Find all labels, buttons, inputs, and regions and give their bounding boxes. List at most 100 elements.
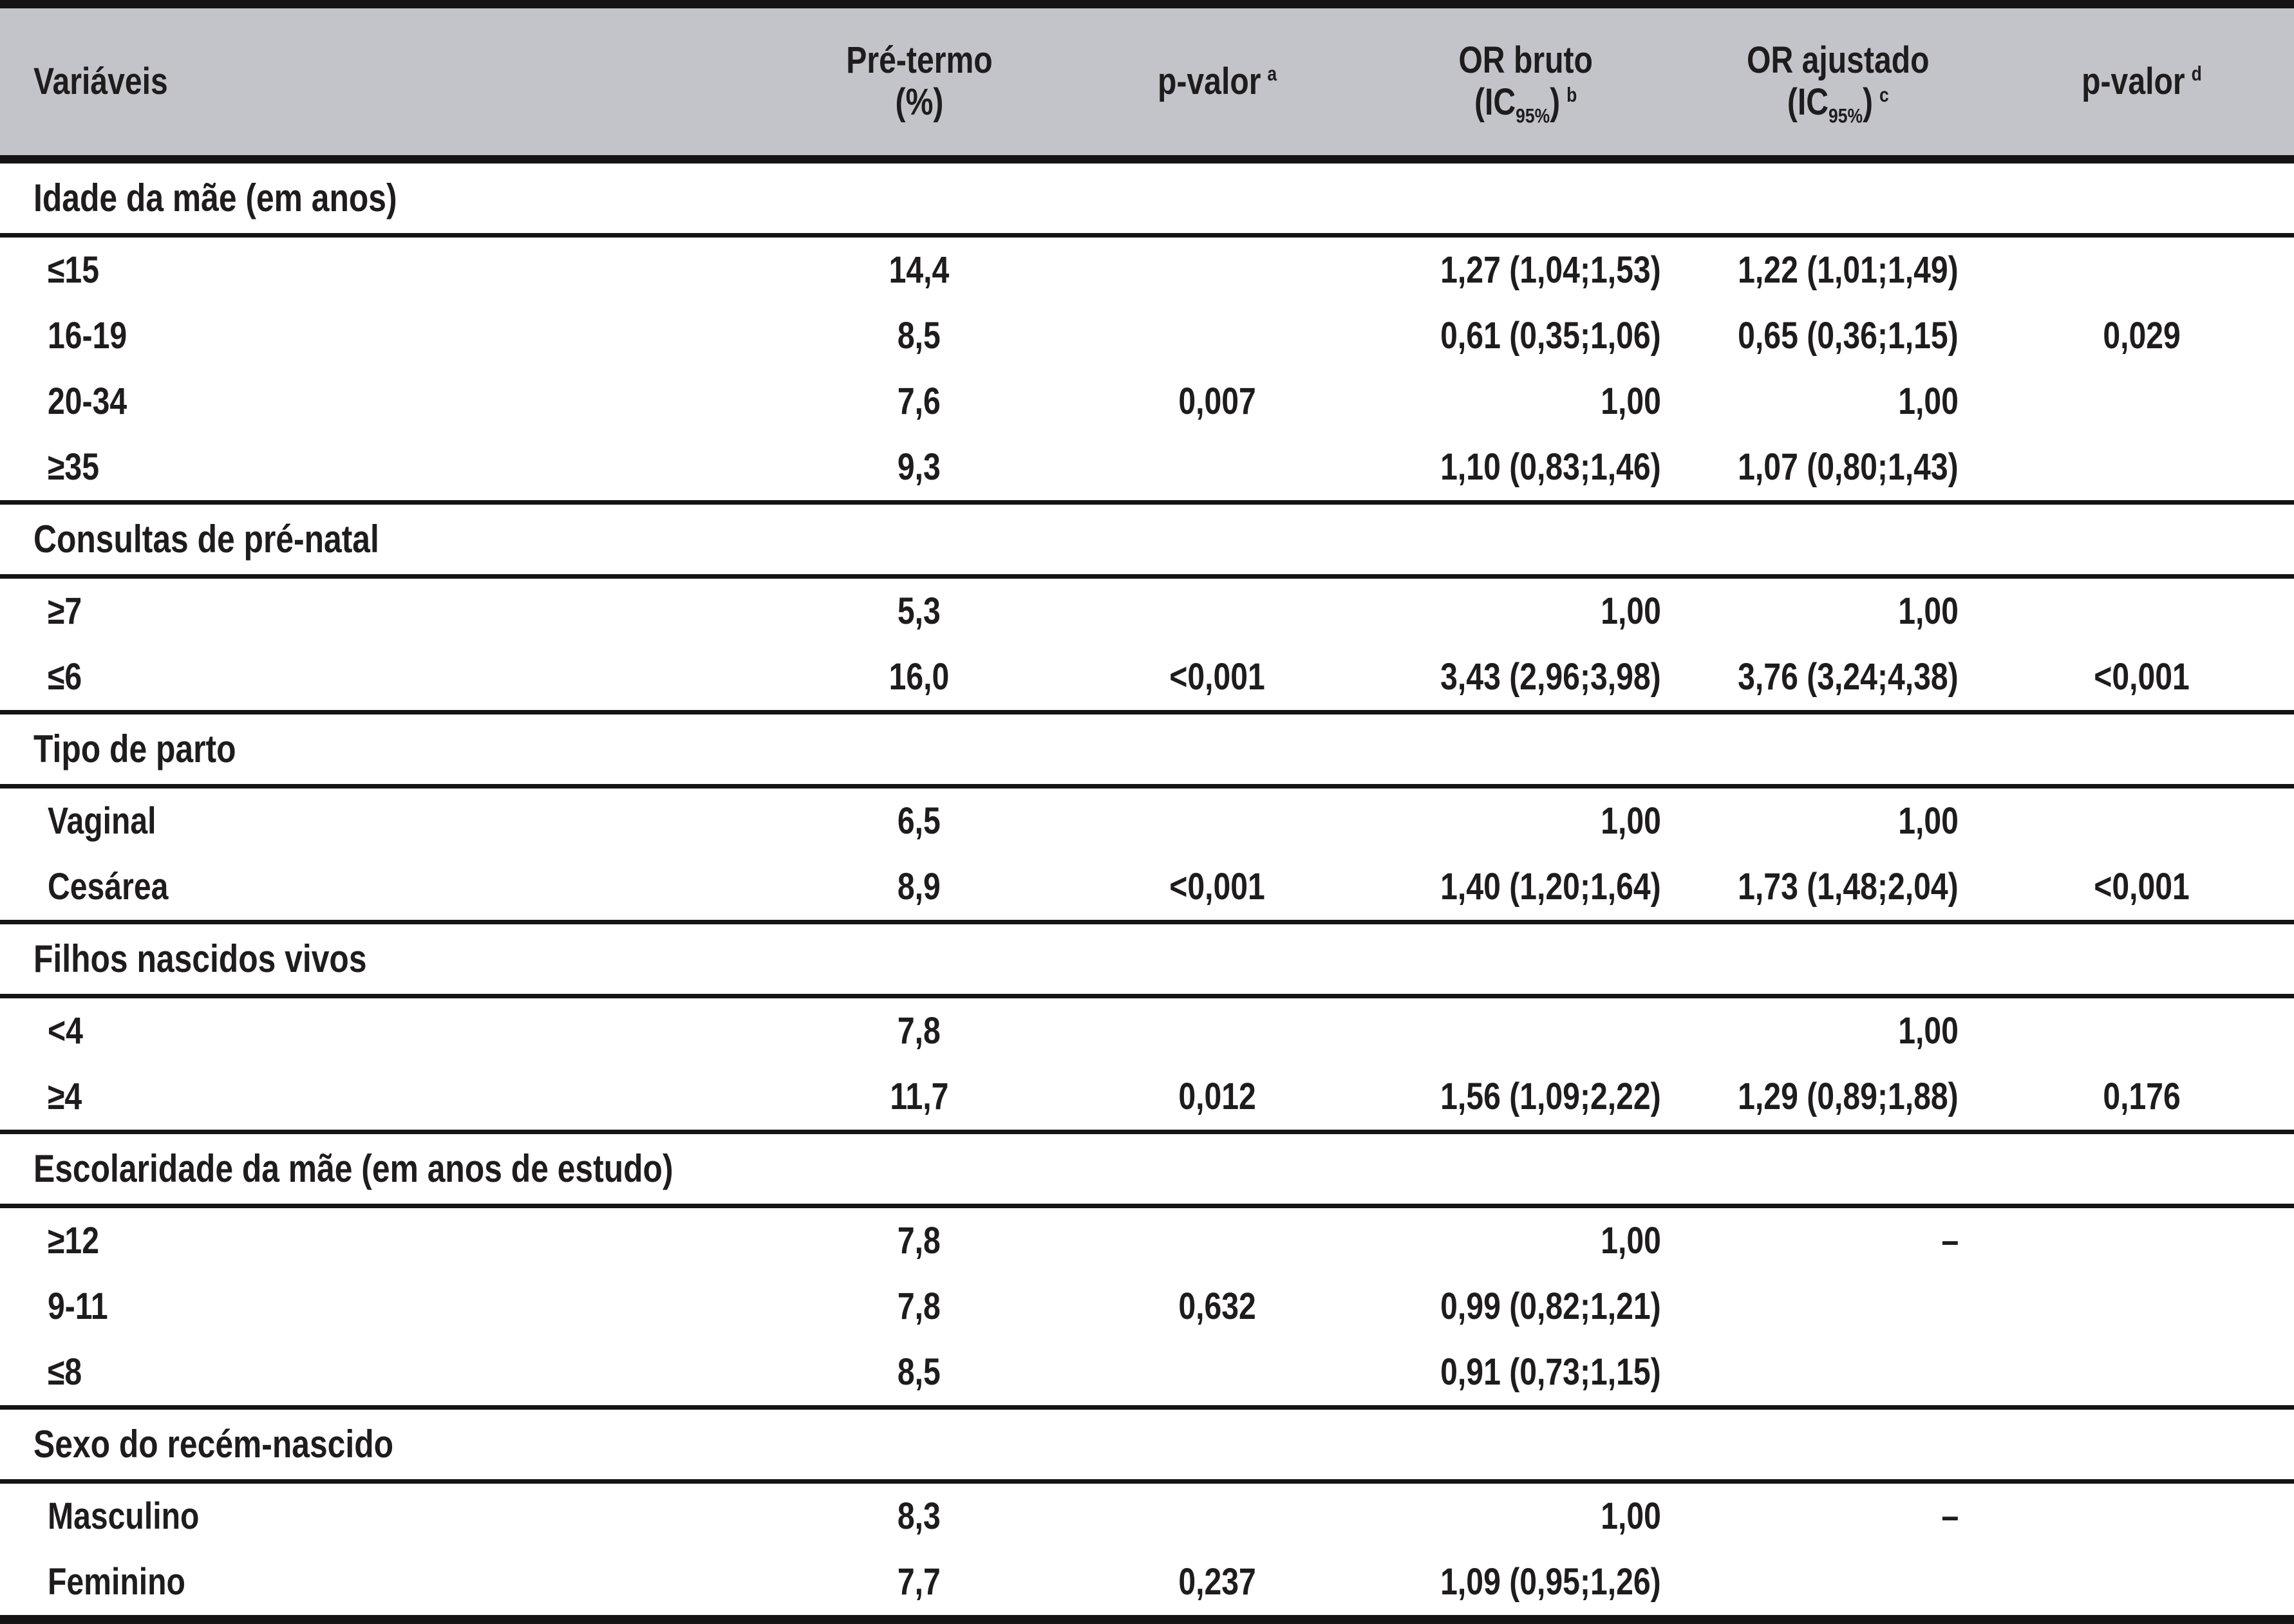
or-bruto-value: 1,00 [1601,590,1661,632]
cell-or-ajustado: – [1687,1206,1989,1274]
footnote-marker-b: b [1566,82,1577,106]
cell-or-ajustado [1687,1339,1989,1408]
cell-pvalor-a [1069,1206,1365,1274]
header-pretermo-line2: (%) [895,81,943,123]
variable-label: ≤6 [48,655,82,698]
cell-or-ajustado: 1,00 [1687,577,1989,645]
cell-pretermo-pct: 7,8 [769,1274,1069,1339]
or-ajustado-value: 1,00 [1898,1009,1959,1052]
section-title: Escolaridade da mãe (em anos de estudo) [33,1147,673,1191]
cell-pvalor-a [1069,1339,1365,1408]
table-row: ≥35 9,3 1,10 (0,83;1,46) 1,07 (0,80;1,43… [0,434,2294,503]
cell-or-bruto: 1,00 [1365,1482,1687,1550]
cell-pvalor-a: <0,001 [1069,644,1365,713]
cell-pretermo-pct: 5,3 [769,577,1069,645]
header-label-or-ajustado: OR ajustado (IC95%) c [1747,39,1930,126]
cell-pretermo-pct: 8,3 [769,1482,1069,1550]
or-bruto-value: 1,56 (1,09;2,22) [1440,1075,1661,1117]
table-row: Vaginal 6,5 1,00 1,00 [0,787,2294,855]
or-ajustado-line1: OR ajustado [1747,39,1930,82]
table-row: 9-11 7,8 0,632 0,99 (0,82;1,21) [0,1274,2294,1339]
cell-or-ajustado: 1,73 (1,48;2,04) [1687,854,1989,922]
pvalor-a-value: <0,001 [1169,865,1265,908]
cell-or-bruto: 1,00 [1365,787,1687,855]
footnote-marker-c: c [1879,82,1889,106]
cell-or-bruto: 1,40 (1,20;1,64) [1365,854,1687,922]
cell-or-bruto: 1,27 (1,04;1,53) [1365,236,1687,304]
or-bruto-ic-suffix: ) [1550,81,1561,123]
pretermo-value: 8,3 [898,1495,941,1537]
table-row: ≥4 11,7 0,012 1,56 (1,09;2,22) 1,29 (0,8… [0,1064,2294,1132]
header-row: Variáveis Pré-termo (%) p-valor a OR brut… [0,4,2294,163]
table-row: ≤8 8,5 0,91 (0,73;1,15) [0,1339,2294,1408]
or-bruto-value: 1,00 [1601,1495,1661,1537]
cell-pvalor-d [1989,1339,2294,1408]
cell-pvalor-a: <0,001 [1069,854,1365,922]
section-title-cell: Sexo do recém-nascido [0,1405,2294,1484]
header-cell-pretermo: Pré-termo (%) [769,4,1069,163]
variable-label: ≥4 [48,1075,82,1117]
header-pretermo-line1: Pré-termo [845,39,993,82]
pvalor-a-value: 0,012 [1178,1075,1256,1117]
cell-variable-label: <4 [0,996,769,1065]
table-row: ≤15 14,4 1,27 (1,04;1,53) 1,22 (1,01;1,4… [0,236,2294,304]
or-bruto-value: 0,91 (0,73;1,15) [1440,1350,1661,1393]
cell-pvalor-a: 0,632 [1069,1274,1365,1339]
cell-pvalor-a [1069,577,1365,645]
cell-or-ajustado: 1,22 (1,01;1,49) [1687,236,1989,304]
table-header: Variáveis Pré-termo (%) p-valor a OR brut… [0,4,2294,163]
pretermo-value: 7,8 [898,1285,941,1327]
pretermo-value: 8,5 [898,1350,941,1393]
cell-or-bruto: 1,00 [1365,1206,1687,1274]
cell-pvalor-d [1989,787,2294,855]
cell-pvalor-d [1989,1549,2294,1619]
cell-variable-label: Vaginal [0,787,769,855]
cell-pvalor-d [1989,236,2294,304]
section-title-cell: Consultas de pré-natal [0,500,2294,579]
pretermo-value: 14,4 [888,248,950,291]
table-body: Idade da mãe (em anos) ≤15 14,4 1,27 (1,… [0,157,2294,1620]
or-bruto-value: 1,00 [1601,1219,1661,1262]
cell-pvalor-d [1989,577,2294,645]
cell-pvalor-a: 0,237 [1069,1549,1365,1619]
cell-or-ajustado [1687,1274,1989,1339]
variable-label: ≥35 [48,445,99,488]
table-row: Feminino 7,7 0,237 1,09 (0,95;1,26) [0,1549,2294,1619]
cell-pvalor-a [1069,996,1365,1065]
cell-or-ajustado: 1,29 (0,89;1,88) [1687,1064,1989,1132]
variable-label: Feminino [48,1560,185,1603]
pvalor-a-value: 0,632 [1178,1285,1256,1327]
table-row: ≤6 16,0 <0,001 3,43 (2,96;3,98) 3,76 (3,… [0,644,2294,713]
section-title: Consultas de pré-natal [33,518,379,561]
cell-pretermo-pct: 7,6 [769,369,1069,434]
or-ajustado-value: 1,00 [1898,799,1959,842]
cell-pretermo-pct: 7,8 [769,996,1069,1065]
header-cell-or-ajustado: OR ajustado (IC95%) c [1687,4,1989,163]
pretermo-value: 16,0 [888,655,950,698]
cell-pvalor-a: 0,007 [1069,369,1365,434]
cell-pvalor-d [1989,369,2294,434]
cell-pretermo-pct: 6,5 [769,787,1069,855]
cell-variable-label: ≥4 [0,1064,769,1132]
cell-pretermo-pct: 11,7 [769,1064,1069,1132]
header-label-variables: Variáveis [33,60,168,102]
cell-variable-label: ≤8 [0,1339,769,1408]
section-header-row: Sexo do recém-nascido [0,1405,2294,1484]
cell-pvalor-a [1069,787,1365,855]
cell-pretermo-pct: 7,8 [769,1206,1069,1274]
variable-label: Vaginal [48,799,156,842]
cell-pretermo-pct: 8,5 [769,303,1069,369]
cell-pvalor-d [1989,1482,2294,1550]
pretermo-value: 6,5 [898,799,941,842]
or-bruto-value: 1,10 (0,83;1,46) [1440,445,1661,488]
section-title: Sexo do recém-nascido [33,1423,394,1466]
or-bruto-value: 3,43 (2,96;3,98) [1440,655,1661,698]
cell-or-ajustado: – [1687,1482,1989,1550]
section-header-row: Tipo de parto [0,710,2294,789]
pvalor-a-value: <0,001 [1169,655,1265,698]
cell-or-ajustado: 1,00 [1687,369,1989,434]
or-bruto-value: 1,09 (0,95;1,26) [1440,1560,1661,1603]
pvalor-a-text: p-valor [1157,60,1261,102]
cell-or-bruto: 0,61 (0,35;1,06) [1365,303,1687,369]
